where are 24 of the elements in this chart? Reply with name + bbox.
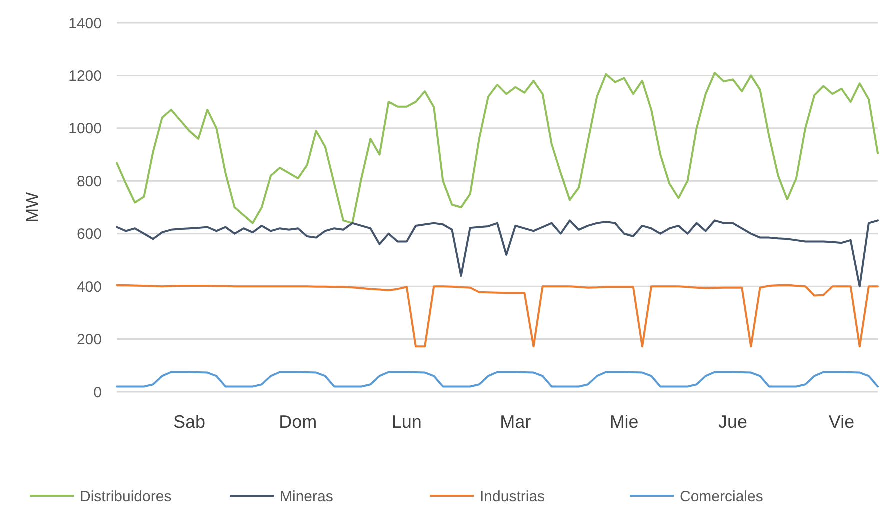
x-tick-label: Lun [392,412,422,432]
y-tick-label: 400 [76,278,102,296]
x-tick-label: Jue [718,412,748,432]
line-series [116,72,879,224]
x-tick-label: Sab [173,412,206,432]
y-axis-title: MW [23,192,42,223]
legend-label: Distribuidores [80,488,172,506]
y-tick-label: 1000 [68,120,102,138]
x-tick-label: Dom [279,412,318,432]
line-series [116,220,879,288]
legend-label: Comerciales [680,488,764,506]
line-series [116,371,879,388]
legend-label: Mineras [280,488,334,506]
y-tick-label: 200 [76,332,102,349]
y-tick-label: 600 [76,226,102,244]
y-tick-label: 1200 [68,68,102,85]
x-tick-label: Mar [500,412,532,432]
line-series [116,284,879,348]
legend-label: Industrias [480,488,546,506]
x-tick-label: Vie [828,412,855,432]
x-tick-label: Mie [610,412,639,432]
y-tick-label: 800 [76,173,102,190]
y-tick-label: 0 [94,384,102,402]
y-tick-label: 1400 [68,15,102,32]
